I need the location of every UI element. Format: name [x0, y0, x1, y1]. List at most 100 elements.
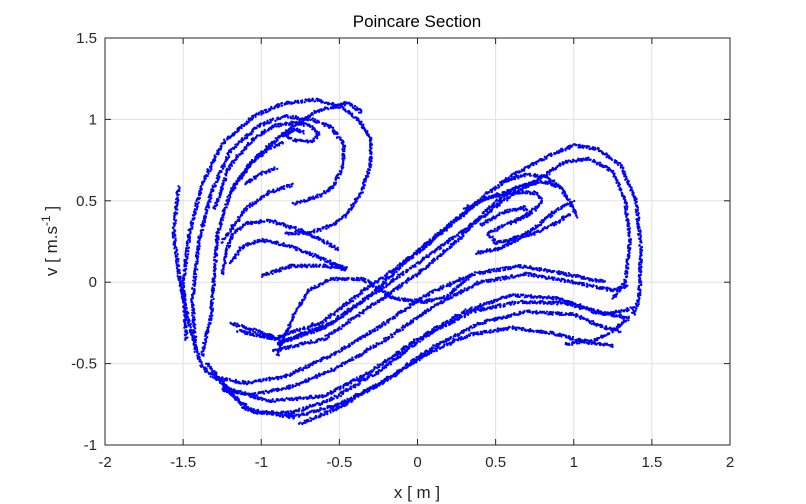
data-point [538, 331, 542, 334]
data-point [198, 196, 202, 200]
data-point [238, 390, 241, 393]
data-point [487, 268, 491, 271]
data-point [472, 284, 475, 287]
data-point [247, 120, 250, 124]
data-point [178, 271, 182, 275]
data-point [251, 381, 254, 384]
data-point [213, 267, 216, 270]
data-point [210, 298, 213, 302]
data-point [330, 367, 333, 370]
data-point [378, 381, 381, 385]
data-point [518, 310, 522, 313]
data-point [324, 371, 327, 374]
data-point [323, 412, 326, 416]
data-point [274, 137, 277, 140]
data-point [342, 385, 345, 388]
data-point [481, 322, 485, 325]
data-point [511, 325, 515, 328]
data-point [451, 296, 454, 299]
data-point [318, 395, 321, 399]
data-point [296, 398, 299, 401]
data-point [515, 274, 518, 277]
data-point [557, 278, 561, 281]
data-point [261, 110, 264, 113]
data-point [561, 297, 564, 301]
data-point [380, 368, 384, 371]
data-point [520, 299, 523, 303]
data-point [189, 333, 193, 336]
data-point [338, 350, 341, 354]
data-point [224, 140, 227, 143]
data-point [344, 216, 347, 219]
data-point [541, 300, 544, 303]
data-point [196, 355, 199, 359]
data-point [504, 295, 508, 298]
data-point [496, 298, 499, 302]
data-point [401, 328, 405, 332]
data-point [171, 233, 175, 236]
data-point [210, 368, 213, 371]
data-point [329, 223, 332, 227]
data-point [571, 304, 574, 308]
data-point [432, 350, 435, 353]
data-point [234, 391, 237, 394]
data-point [437, 288, 440, 292]
data-point [206, 364, 210, 368]
data-point [271, 377, 275, 380]
data-point [406, 306, 409, 310]
data-point [365, 332, 369, 335]
data-point [309, 416, 312, 420]
data-point [217, 375, 220, 379]
data-point [374, 344, 378, 347]
data-point [620, 308, 623, 312]
data-point [517, 301, 520, 304]
data-point [527, 294, 530, 297]
data-point [272, 107, 275, 110]
data-point [343, 383, 347, 387]
data-point [332, 397, 335, 400]
data-point [545, 331, 549, 335]
data-point [205, 369, 209, 372]
data-point [212, 269, 215, 272]
data-point [524, 273, 527, 277]
data-point [264, 145, 268, 148]
data-point [425, 353, 428, 356]
data-point [298, 407, 301, 410]
data-point [459, 332, 462, 335]
data-point [370, 152, 373, 156]
data-point [313, 100, 317, 103]
data-point [207, 325, 210, 328]
data-point [278, 135, 282, 138]
data-point [315, 374, 319, 377]
data-point [614, 309, 618, 312]
data-point [314, 394, 317, 397]
data-point [379, 363, 382, 366]
data-point [627, 308, 630, 311]
data-point [415, 358, 418, 362]
data-point [302, 406, 305, 409]
data-point [509, 303, 512, 306]
data-point [552, 298, 555, 301]
data-point [175, 197, 178, 201]
data-point [366, 378, 369, 381]
data-point [535, 296, 539, 299]
data-point [519, 264, 522, 267]
data-point [349, 208, 352, 211]
data-point [177, 193, 180, 196]
data-point [364, 180, 367, 183]
data-point [285, 130, 288, 133]
data-point [540, 268, 543, 271]
data-point [254, 391, 257, 395]
data-point [210, 162, 214, 165]
data-point [442, 285, 445, 289]
data-point [233, 131, 236, 135]
data-point [273, 400, 277, 403]
data-point [241, 381, 245, 385]
data-point [462, 331, 465, 334]
data-point [202, 353, 205, 356]
data-point [484, 308, 487, 311]
data-point [353, 104, 357, 108]
data-point [318, 373, 321, 376]
data-point [213, 272, 217, 275]
data-point [565, 302, 569, 305]
